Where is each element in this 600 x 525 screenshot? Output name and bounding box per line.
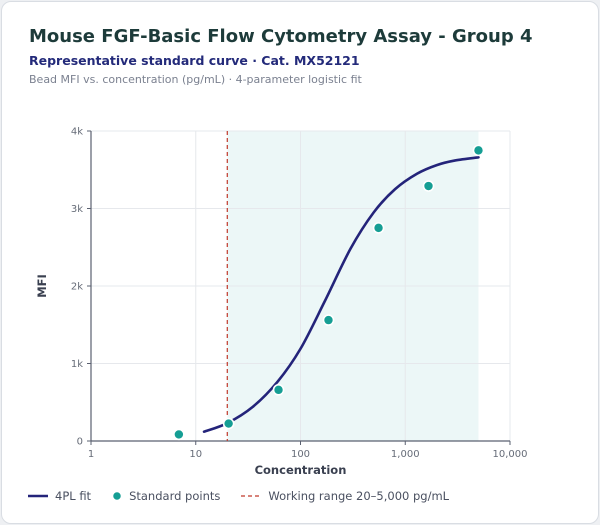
x-tick-label: 10,000	[493, 449, 528, 460]
standard-point	[472, 144, 485, 157]
y-tick-label: 4k	[71, 127, 83, 138]
y-tick-label: 1k	[71, 359, 83, 370]
y-tick-label: 3k	[71, 204, 83, 215]
legend-points-swatch	[111, 490, 123, 502]
standard-point	[422, 180, 435, 192]
standard-point	[272, 384, 285, 396]
legend-fit-swatch	[28, 494, 48, 498]
chart-plot: 1 10 100 1,000 10,000 0 1k 2k 3k 4k Concentration M…	[35, 127, 528, 478]
y-tick-label: 0	[77, 437, 83, 448]
chart-legend: 4PL fit Standard points Working range 20…	[27, 487, 469, 505]
legend-item-range: Working range 20–5,000 pg/mL	[240, 489, 449, 503]
fit-curve	[202, 156, 480, 433]
legend-item-fit: 4PL fit	[27, 489, 91, 503]
legend-fit-label: 4PL fit	[55, 489, 92, 503]
standard-point	[173, 428, 185, 441]
x-tick-label: 1	[88, 449, 94, 460]
legend-range-label: Working range 20–5,000 pg/mL	[268, 489, 450, 503]
legend-item-points: Standard points	[111, 489, 220, 503]
legend-range-swatch	[241, 495, 262, 497]
standard-point	[322, 314, 335, 326]
chart-title: Mouse FGF-Basic Flow Cytometry Assay - G…	[29, 26, 533, 47]
legend-points-label: Standard points	[129, 489, 221, 503]
standard-point	[372, 222, 385, 234]
chart-note: Bead MFI vs. concentration (pg/mL) · 4-p…	[29, 73, 362, 86]
x-tick-label: 10	[189, 449, 202, 460]
x-tick-label: 1,000	[391, 449, 420, 460]
standard-point	[222, 417, 235, 430]
y-tick-label: 2k	[71, 282, 83, 293]
x-axis-title: Concentration	[255, 463, 347, 477]
y-axis-title: MFI	[35, 274, 49, 298]
chart-subtitle: Representative standard curve · Cat. MX5…	[29, 53, 360, 68]
x-tick-label: 100	[291, 449, 310, 460]
